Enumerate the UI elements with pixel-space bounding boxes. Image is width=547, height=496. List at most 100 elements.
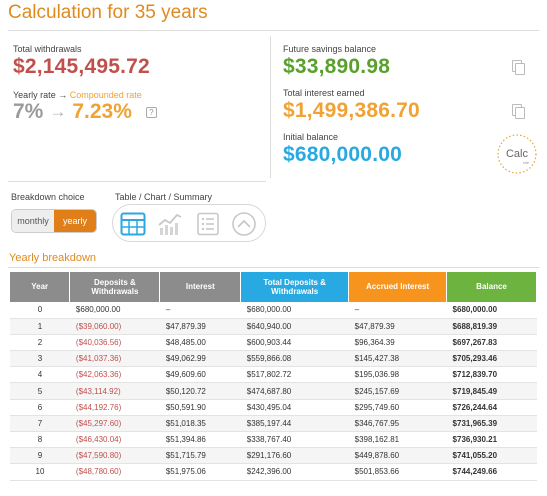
cell-interest: $51,975.06 — [159, 463, 241, 481]
left-bottom-divider — [8, 181, 266, 182]
section-title: Yearly breakdown — [9, 252, 97, 264]
cell-deposits-withdrawals: ($47,590.80) — [69, 447, 160, 465]
cell-year: 8 — [10, 431, 70, 449]
total-interest-label: Total interest earned — [283, 88, 365, 98]
view-selector — [112, 204, 266, 242]
cell-balance: $731,965.39 — [446, 415, 537, 433]
table-row: 1 ($39,060.00) $47,879.39 $640,940.00 $47,87… — [10, 318, 537, 335]
rate-labels: Yearly rate → Compounded rate — [13, 90, 263, 100]
cell-interest: $49,609.60 — [159, 366, 241, 384]
table-row: 3 ($41,037.36) $49,062.99 $559,866.08 $145,4… — [10, 350, 537, 368]
cell-balance: $719,845.49 — [446, 382, 537, 400]
cell-year: 6 — [10, 399, 70, 416]
yearly-rate-value: 7% — [13, 100, 44, 123]
cell-year: 3 — [10, 350, 70, 368]
cell-total-deposits-withdrawals: $291,176.60 — [240, 447, 349, 465]
cell-total-deposits-withdrawals: $242,396.00 — [240, 463, 349, 481]
header-total-deposits-withdrawals[interactable]: Total Deposits & Withdrawals — [240, 272, 350, 302]
cell-year: 1 — [10, 318, 70, 335]
breakdown-choice: Breakdown choice monthly yearly — [11, 192, 97, 233]
section-divider — [8, 267, 539, 268]
cell-interest: $51,394.86 — [159, 431, 241, 449]
copy-future-savings-icon[interactable] — [512, 60, 525, 75]
total-withdrawals-value: $2,145,495.72 — [13, 55, 150, 78]
header-interest[interactable]: Interest — [159, 272, 242, 302]
table-row: 7 ($45,297.60) $51,018.35 $385,197.44 $346,7… — [10, 415, 537, 433]
table-icon[interactable] — [120, 211, 146, 237]
summary-divider — [270, 36, 271, 178]
cell-deposits-withdrawals: ($45,297.60) — [69, 415, 160, 433]
header-deposits-withdrawals[interactable]: Deposits & Withdrawals — [69, 272, 161, 302]
cell-interest: $50,120.72 — [159, 382, 241, 400]
future-savings-label: Future savings balance — [283, 44, 377, 54]
cell-interest: $48,485.00 — [159, 334, 241, 352]
table-row: 4 ($42,063.36) $49,609.60 $517,802.72 $195,0… — [10, 366, 537, 384]
cell-interest: $47,879.39 — [159, 318, 241, 335]
logo-text: Calc — [506, 148, 529, 160]
cell-deposits-withdrawals: ($44,192.76) — [69, 399, 160, 416]
svg-text:site: site — [523, 160, 530, 165]
monthly-option[interactable]: monthly — [12, 210, 54, 232]
cell-balance: $744,249.66 — [446, 463, 537, 481]
table-row: 0 $680,000.00– $680,000.00– $680,000.00 — [10, 302, 537, 319]
cell-balance: $688,819.39 — [446, 318, 537, 335]
cell-interest: $49,062.99 — [159, 350, 241, 368]
cell-deposits-withdrawals: ($42,063.36) — [69, 366, 160, 384]
cell-deposits-withdrawals: ($46,430.04) — [69, 431, 160, 449]
breakdown-choice-label: Breakdown choice — [11, 192, 85, 202]
table-row: 6 ($44,192.76) $50,591.90 $430,495.04 $295,7… — [10, 399, 537, 416]
cell-total-deposits-withdrawals: $430,495.04 — [240, 399, 349, 416]
cell-balance: $705,293.46 — [446, 350, 537, 368]
cell-deposits-withdrawals: $680,000.00 — [69, 302, 160, 319]
cell-deposits-withdrawals: ($40,036.56) — [69, 334, 160, 352]
cell-total-deposits-withdrawals: $474,687.80 — [240, 382, 349, 400]
cell-accrued-interest: $449,878.60 — [348, 447, 447, 465]
cell-accrued-interest: $245,157.69 — [348, 382, 447, 400]
cell-year: 0 — [10, 302, 70, 319]
cell-accrued-interest: $295,749.60 — [348, 399, 447, 416]
cell-total-deposits-withdrawals: $600,903.44 — [240, 334, 349, 352]
cell-accrued-interest: $346,767.95 — [348, 415, 447, 433]
view-choice: Table / Chart / Summary — [115, 192, 212, 202]
cell-deposits-withdrawals: ($41,037.36) — [69, 350, 160, 368]
cell-accrued-interest: – — [348, 302, 447, 319]
cell-interest: $50,591.90 — [159, 399, 241, 416]
initial-balance-label: Initial balance — [283, 132, 339, 142]
help-icon[interactable]: ? — [145, 106, 157, 118]
cell-total-deposits-withdrawals: $517,802.72 — [240, 366, 349, 384]
cell-total-deposits-withdrawals: $680,000.00 — [240, 302, 349, 319]
total-withdrawals-label: Total withdrawals — [13, 44, 82, 54]
cell-balance: $741,055.20 — [446, 447, 537, 465]
view-choice-label: Table / Chart / Summary — [115, 192, 213, 202]
breakdown-toggle: monthly yearly — [11, 209, 97, 233]
table-row: 10 ($48,780.60) $51,975.06 $242,396.00 $501,… — [10, 463, 537, 481]
header-accrued-interest[interactable]: Accrued Interest — [348, 272, 448, 302]
cell-year: 10 — [10, 463, 70, 481]
chart-icon[interactable] — [157, 211, 183, 237]
cell-balance: $736,930.21 — [446, 431, 537, 449]
summary-list-icon[interactable] — [195, 211, 221, 237]
cell-year: 7 — [10, 415, 70, 433]
cell-accrued-interest: $398,162.81 — [348, 431, 447, 449]
yearly-rate-label: Yearly rate — [13, 90, 56, 100]
table-header-row: Year Deposits & Withdrawals Interest Tot… — [10, 272, 537, 302]
header-year[interactable]: Year — [10, 272, 71, 302]
cell-deposits-withdrawals: ($43,114.92) — [69, 382, 160, 400]
copy-total-interest-icon[interactable] — [512, 104, 525, 119]
cell-total-deposits-withdrawals: $385,197.44 — [240, 415, 349, 433]
cell-deposits-withdrawals: ($48,780.60) — [69, 463, 160, 481]
cell-total-deposits-withdrawals: $559,866.08 — [240, 350, 349, 368]
cell-year: 5 — [10, 382, 70, 400]
summary-right: Future savings balance $33,890.98 Total … — [283, 44, 533, 167]
table-row: 5 ($43,114.92) $50,120.72 $474,687.80 $245,1… — [10, 382, 537, 400]
table-row: 2 ($40,036.56) $48,485.00 $600,903.44 $96,36… — [10, 334, 537, 352]
cell-year: 9 — [10, 447, 70, 465]
cell-interest: $51,715.79 — [159, 447, 241, 465]
total-interest-value: $1,499,386.70 — [283, 99, 420, 122]
collapse-up-icon[interactable] — [231, 211, 257, 237]
cell-total-deposits-withdrawals: $338,767.40 — [240, 431, 349, 449]
yearly-option[interactable]: yearly — [54, 210, 96, 232]
compounded-rate-value: 7.23% — [72, 100, 132, 123]
header-balance[interactable]: Balance — [446, 272, 537, 302]
cell-accrued-interest: $96,364.39 — [348, 334, 447, 352]
